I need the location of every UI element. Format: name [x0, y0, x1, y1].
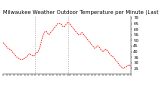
- Text: Milwaukee Weather Outdoor Temperature per Minute (Last 24 Hours): Milwaukee Weather Outdoor Temperature pe…: [3, 10, 160, 15]
